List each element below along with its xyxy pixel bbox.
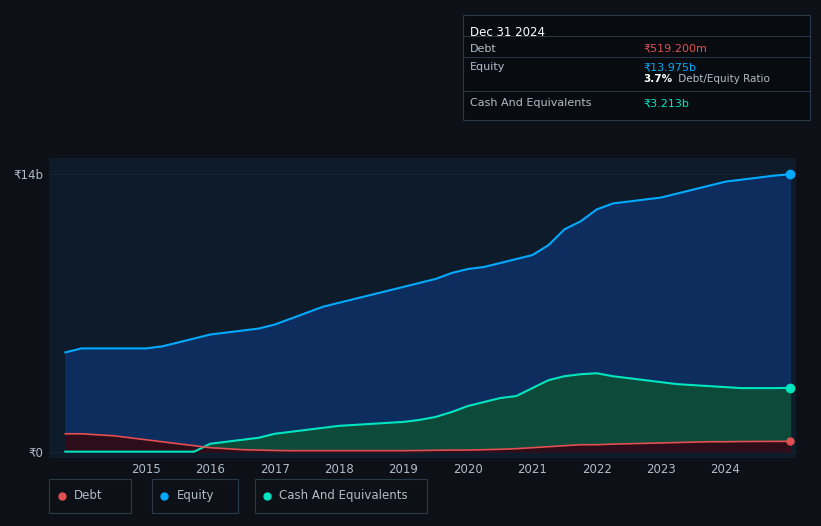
Text: ₹519.200m: ₹519.200m	[644, 44, 708, 54]
Text: Debt: Debt	[470, 44, 497, 54]
Text: Equity: Equity	[177, 489, 214, 502]
Text: Debt/Equity Ratio: Debt/Equity Ratio	[675, 74, 769, 84]
Text: Equity: Equity	[470, 63, 505, 73]
Text: 3.7%: 3.7%	[644, 74, 672, 84]
Text: Cash And Equivalents: Cash And Equivalents	[470, 98, 591, 108]
Text: Dec 31 2024: Dec 31 2024	[470, 26, 544, 39]
Text: ₹3.213b: ₹3.213b	[644, 98, 690, 108]
Text: Cash And Equivalents: Cash And Equivalents	[279, 489, 408, 502]
Text: Debt: Debt	[74, 489, 103, 502]
Text: ₹13.975b: ₹13.975b	[644, 63, 696, 73]
